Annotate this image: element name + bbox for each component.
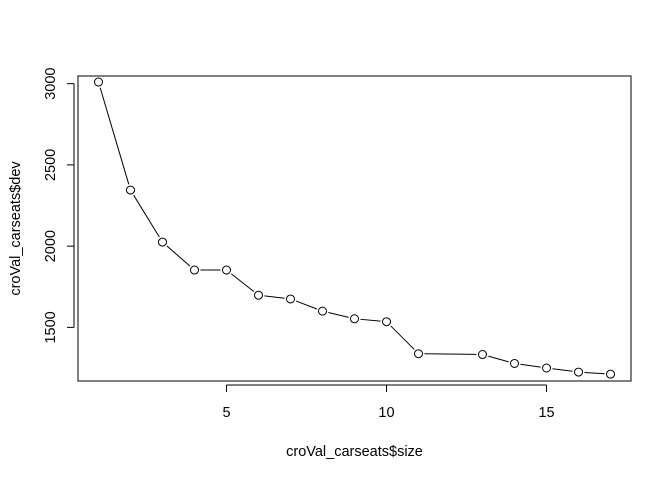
x-axis-label: croVal_carseats$size	[286, 444, 423, 460]
series-line-segment	[584, 371, 605, 375]
series-line-segment	[390, 325, 415, 350]
axes: 5 10 15 1500 2000 2500 3000	[43, 68, 632, 421]
y-axis-label: croVal_carseats$dev	[8, 161, 24, 296]
data-point	[478, 350, 488, 360]
y-tick-label: 2000	[43, 230, 59, 262]
series-line-segment	[360, 318, 381, 322]
series-line-segment	[264, 295, 285, 299]
data-point	[317, 306, 327, 316]
data-series	[93, 77, 616, 379]
data-point	[157, 237, 167, 247]
y-tick-label: 3000	[43, 68, 59, 100]
data-point	[574, 367, 584, 377]
x-tick-label: 15	[538, 405, 554, 421]
series-line-segment	[230, 273, 255, 292]
x-tick-label: 10	[378, 405, 394, 421]
series-line-segment	[424, 353, 477, 355]
data-point	[189, 265, 199, 275]
data-point	[93, 77, 103, 87]
series-line-segment	[488, 355, 509, 363]
data-point	[606, 369, 616, 379]
series-line-segment	[166, 245, 191, 267]
data-point	[350, 314, 359, 324]
series-line-segment	[552, 368, 573, 372]
series-line-segment	[133, 194, 160, 238]
data-point	[253, 290, 263, 300]
series-line-segment	[295, 300, 318, 310]
data-point	[542, 363, 552, 373]
series-line-segment	[520, 363, 541, 368]
x-tick-label: 5	[222, 405, 230, 421]
data-point	[510, 358, 520, 368]
series-line-segment	[99, 87, 130, 185]
data-point	[414, 349, 424, 359]
plot-frame	[77, 75, 632, 382]
y-tick-label: 2500	[43, 149, 59, 181]
data-point	[382, 317, 392, 327]
data-point	[221, 265, 231, 275]
data-point	[125, 185, 135, 195]
series-line-segment	[328, 312, 349, 318]
y-tick-label: 1500	[43, 311, 59, 343]
data-point	[285, 294, 295, 304]
